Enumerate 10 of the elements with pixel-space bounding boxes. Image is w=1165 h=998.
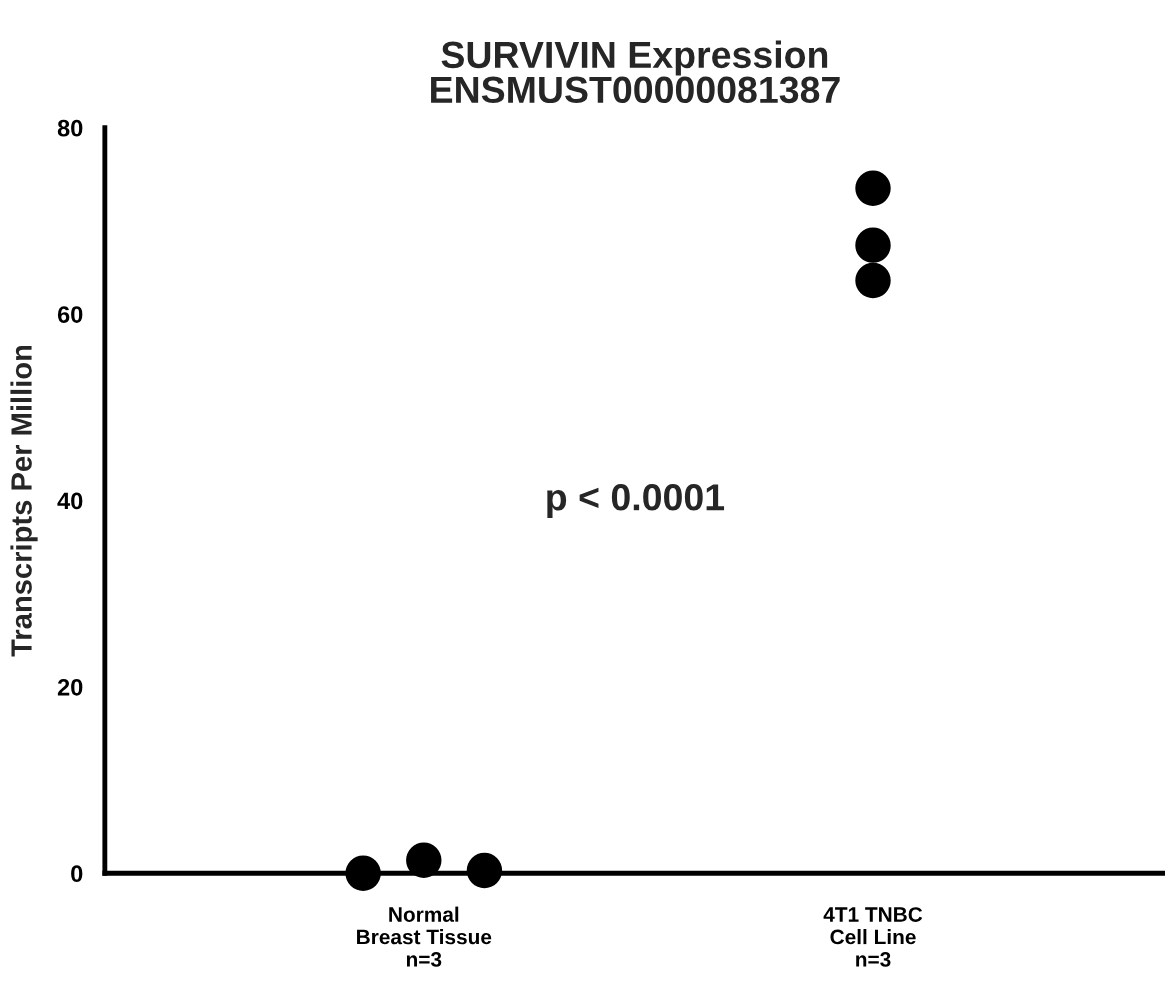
x-tick-label: 4T1 TNBC Cell Line n=3: [823, 907, 923, 967]
y-tick-label: 60: [57, 306, 83, 323]
y-tick-label: 80: [57, 119, 83, 137]
chart-title: SURVIVIN Expression ENSMUST00000081387: [431, 40, 840, 104]
y-axis-title: Transcripts Per Million: [10, 345, 38, 657]
y-tick-label: 20: [57, 678, 83, 696]
y-tick-label: 40: [57, 492, 83, 510]
x-tick-label: Normal Breast Tissue n=3: [357, 906, 492, 967]
annotation: p < 0.0001: [547, 484, 725, 518]
y-tick-label: 0: [71, 865, 83, 883]
